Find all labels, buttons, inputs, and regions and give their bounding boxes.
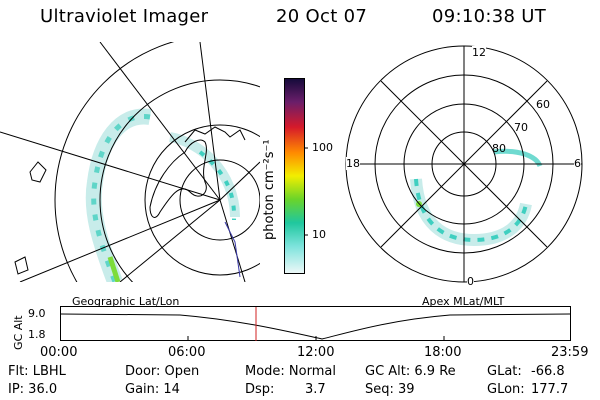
lat-label-80: 80: [492, 142, 506, 155]
geographic-caption: Geographic Lat/Lon: [72, 295, 180, 308]
altitude-plot: [60, 306, 571, 341]
polar-plot: [345, 45, 583, 283]
glon-label: GLon:: [487, 382, 525, 397]
geographic-map: [0, 42, 260, 282]
colorbar: [284, 78, 308, 274]
dsp-value: 3.7: [305, 382, 326, 397]
filter-status: Flt: LBHL: [8, 364, 66, 379]
xtick-0600: 06:00: [168, 345, 206, 360]
lat-label-60: 60: [536, 98, 550, 111]
mlt-label-18: 18: [346, 157, 360, 170]
gain-status: Gain: 14: [125, 382, 180, 397]
glon-value: 177.7: [531, 382, 569, 397]
xtick-2359: 23:59: [551, 345, 589, 360]
seq-status: Seq: 39: [365, 382, 415, 397]
door-status: Door: Open: [125, 364, 200, 379]
xtick-0000: 00:00: [40, 345, 78, 360]
time-label: 09:10:38 UT: [432, 6, 547, 27]
instrument-title: Ultraviolet Imager: [40, 6, 209, 27]
xtick-1200: 12:00: [297, 345, 335, 360]
colorbar-tick-10: 10: [312, 228, 326, 241]
ytick-9: 9.0: [28, 307, 46, 320]
lat-label-70: 70: [514, 121, 528, 134]
gc-alt-status: GC Alt: 6.9 Re: [365, 364, 456, 379]
mlt-label-6: 6: [574, 157, 581, 170]
gc-alt-ylabel: GC Alt: [12, 315, 25, 350]
glat-label: GLat:: [487, 364, 522, 379]
colorbar-unit-label: photon cm⁻²s⁻¹: [262, 139, 277, 240]
mlt-label-0: 0: [467, 275, 474, 288]
apex-caption: Apex MLat/MLT: [422, 295, 505, 308]
ytick-1-8: 1.8: [28, 328, 46, 341]
ip-status: IP: 36.0: [8, 382, 58, 397]
mlt-label-12: 12: [472, 46, 486, 59]
glat-value: -66.8: [531, 364, 565, 379]
dsp-label: Dsp:: [245, 382, 275, 397]
date-label: 20 Oct 07: [276, 6, 368, 27]
xtick-1800: 18:00: [424, 345, 462, 360]
mode-status: Mode: Normal: [245, 364, 336, 379]
colorbar-tick-100: 100: [312, 141, 333, 154]
